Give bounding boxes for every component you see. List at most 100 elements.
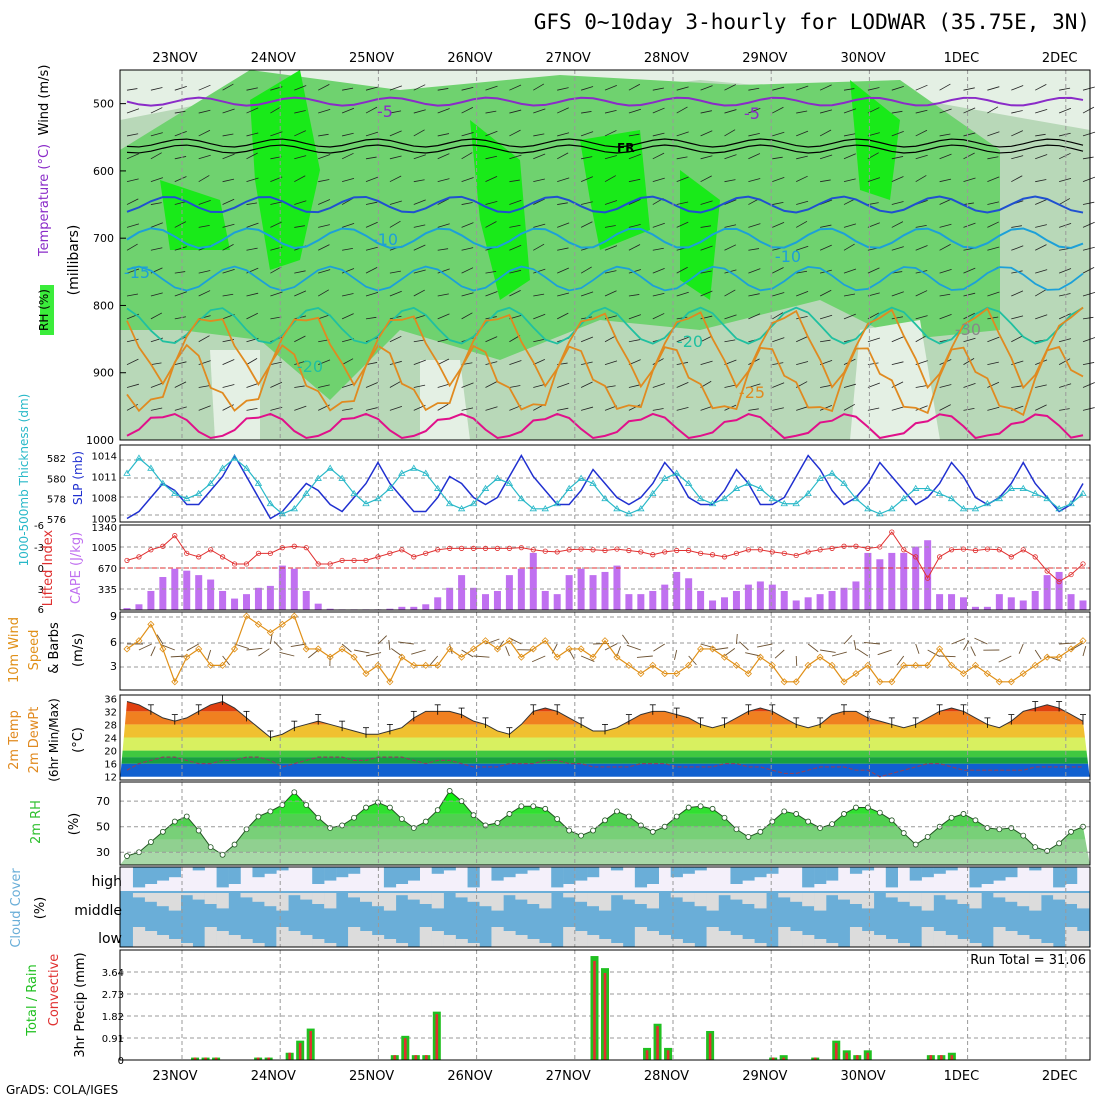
wind-barb — [246, 152, 258, 160]
cloud-low-gap — [527, 939, 540, 947]
precip-convective-bar — [603, 972, 607, 1060]
cape-bar — [637, 594, 645, 610]
wind-barb — [533, 313, 546, 320]
wind10m-barb — [853, 639, 857, 651]
precip-tick-label: 3.64 — [102, 968, 124, 979]
cloud-middle-gap — [395, 893, 409, 896]
wind-barb — [318, 269, 331, 274]
wind-barb — [772, 362, 784, 366]
cloud-middle-gap — [885, 893, 898, 898]
wind-barb — [1011, 110, 1023, 114]
thickness-point — [911, 484, 920, 491]
cloud-middle-gap — [921, 893, 934, 911]
cloud-middle-gap — [240, 893, 253, 898]
slp-tick-label: 1014 — [92, 452, 117, 463]
cloud-middle-gap — [814, 893, 827, 911]
wind-barb — [580, 131, 594, 137]
wind-barb — [915, 109, 928, 114]
wind-barb — [126, 223, 140, 228]
wind-barb — [796, 110, 808, 114]
cloud-level-label: middle — [74, 903, 122, 919]
thickness-point — [876, 510, 884, 517]
wind10m-barb — [927, 649, 940, 657]
wind-barb — [676, 316, 688, 320]
cloud-high-bar — [527, 867, 540, 871]
wind-barb — [796, 85, 809, 91]
wind-barb — [772, 176, 785, 183]
cloud-low-gap — [885, 939, 898, 947]
cloud-middle-gap — [897, 893, 910, 902]
wind-barb — [772, 201, 784, 205]
cloud-low-gap — [658, 935, 671, 947]
wind-barb — [485, 291, 498, 297]
wind-barb — [557, 107, 569, 114]
lifted-index-point — [303, 545, 309, 551]
precip-convective-bar — [834, 1043, 838, 1060]
lifted-index-point — [674, 547, 680, 554]
lifted-index-point — [136, 554, 142, 560]
wind10m-barb — [970, 646, 976, 657]
isotherm-label: -30 — [955, 320, 981, 339]
lifted-index-point — [387, 550, 393, 556]
rh-band — [120, 839, 1090, 853]
cape-bar — [971, 606, 979, 610]
wind-barb — [843, 293, 856, 297]
wind10m-point — [852, 670, 860, 678]
wind-barb — [652, 247, 664, 251]
wind-barb — [676, 201, 689, 205]
thickness-point — [194, 489, 203, 497]
date-label-top: 23NOV — [152, 51, 197, 66]
wind10m-point — [338, 645, 346, 653]
wind-barb — [652, 107, 665, 114]
wind10m-barb — [939, 655, 956, 658]
wind-barb — [748, 268, 761, 274]
wind-barb — [891, 156, 904, 160]
cape-bar — [386, 608, 394, 610]
wind-barb — [1035, 314, 1048, 320]
wind-barb — [748, 108, 761, 114]
thickness-point — [923, 484, 932, 491]
wind-barb — [198, 175, 210, 183]
wind-barb — [676, 266, 688, 274]
rh2m-point — [960, 811, 967, 817]
cloud-middle-gap — [1017, 893, 1030, 907]
cape-bar — [410, 606, 418, 610]
cape-bar — [195, 575, 203, 610]
wind10m-barb — [258, 648, 270, 657]
wind-barb — [317, 289, 329, 297]
wind-barb — [939, 83, 951, 91]
cape-bar — [625, 594, 633, 610]
wind-barb — [1058, 358, 1071, 366]
upper-air-frame — [119, 69, 1091, 441]
wind-barb — [485, 221, 497, 228]
thickness-point — [254, 479, 263, 486]
wind-barb — [126, 88, 138, 91]
wind-barb — [294, 290, 307, 297]
cloud-high-bar — [921, 867, 934, 878]
cloud-high-bar — [431, 867, 444, 874]
wind-barb — [365, 291, 379, 297]
precip-convective-bar — [393, 1055, 397, 1060]
cape-bar — [482, 594, 489, 610]
wind-barb — [772, 106, 784, 114]
wind-barb — [461, 247, 474, 251]
cloud-low-gap — [706, 927, 719, 947]
temp2m-axis-label: 2m Temp — [7, 710, 22, 770]
rh2m-point — [494, 819, 501, 826]
wind-barb — [174, 291, 187, 297]
wind-barb — [700, 335, 713, 343]
wind-barb — [676, 407, 689, 411]
wind-barb — [413, 224, 426, 228]
wind-barb — [509, 154, 522, 160]
lifted-index-point — [697, 550, 704, 556]
rh2m-tick-label: 50 — [96, 821, 110, 834]
wind-barb — [222, 384, 235, 388]
cloud-high-bar — [993, 867, 1006, 881]
cape-bar — [649, 590, 657, 610]
wind10m-point — [983, 670, 991, 678]
thickness-point — [410, 464, 418, 471]
wind-barb — [1035, 133, 1046, 137]
wind10m-point — [386, 678, 394, 686]
rh2m-point — [1020, 832, 1027, 839]
cloud-middle-gap — [1053, 893, 1066, 900]
